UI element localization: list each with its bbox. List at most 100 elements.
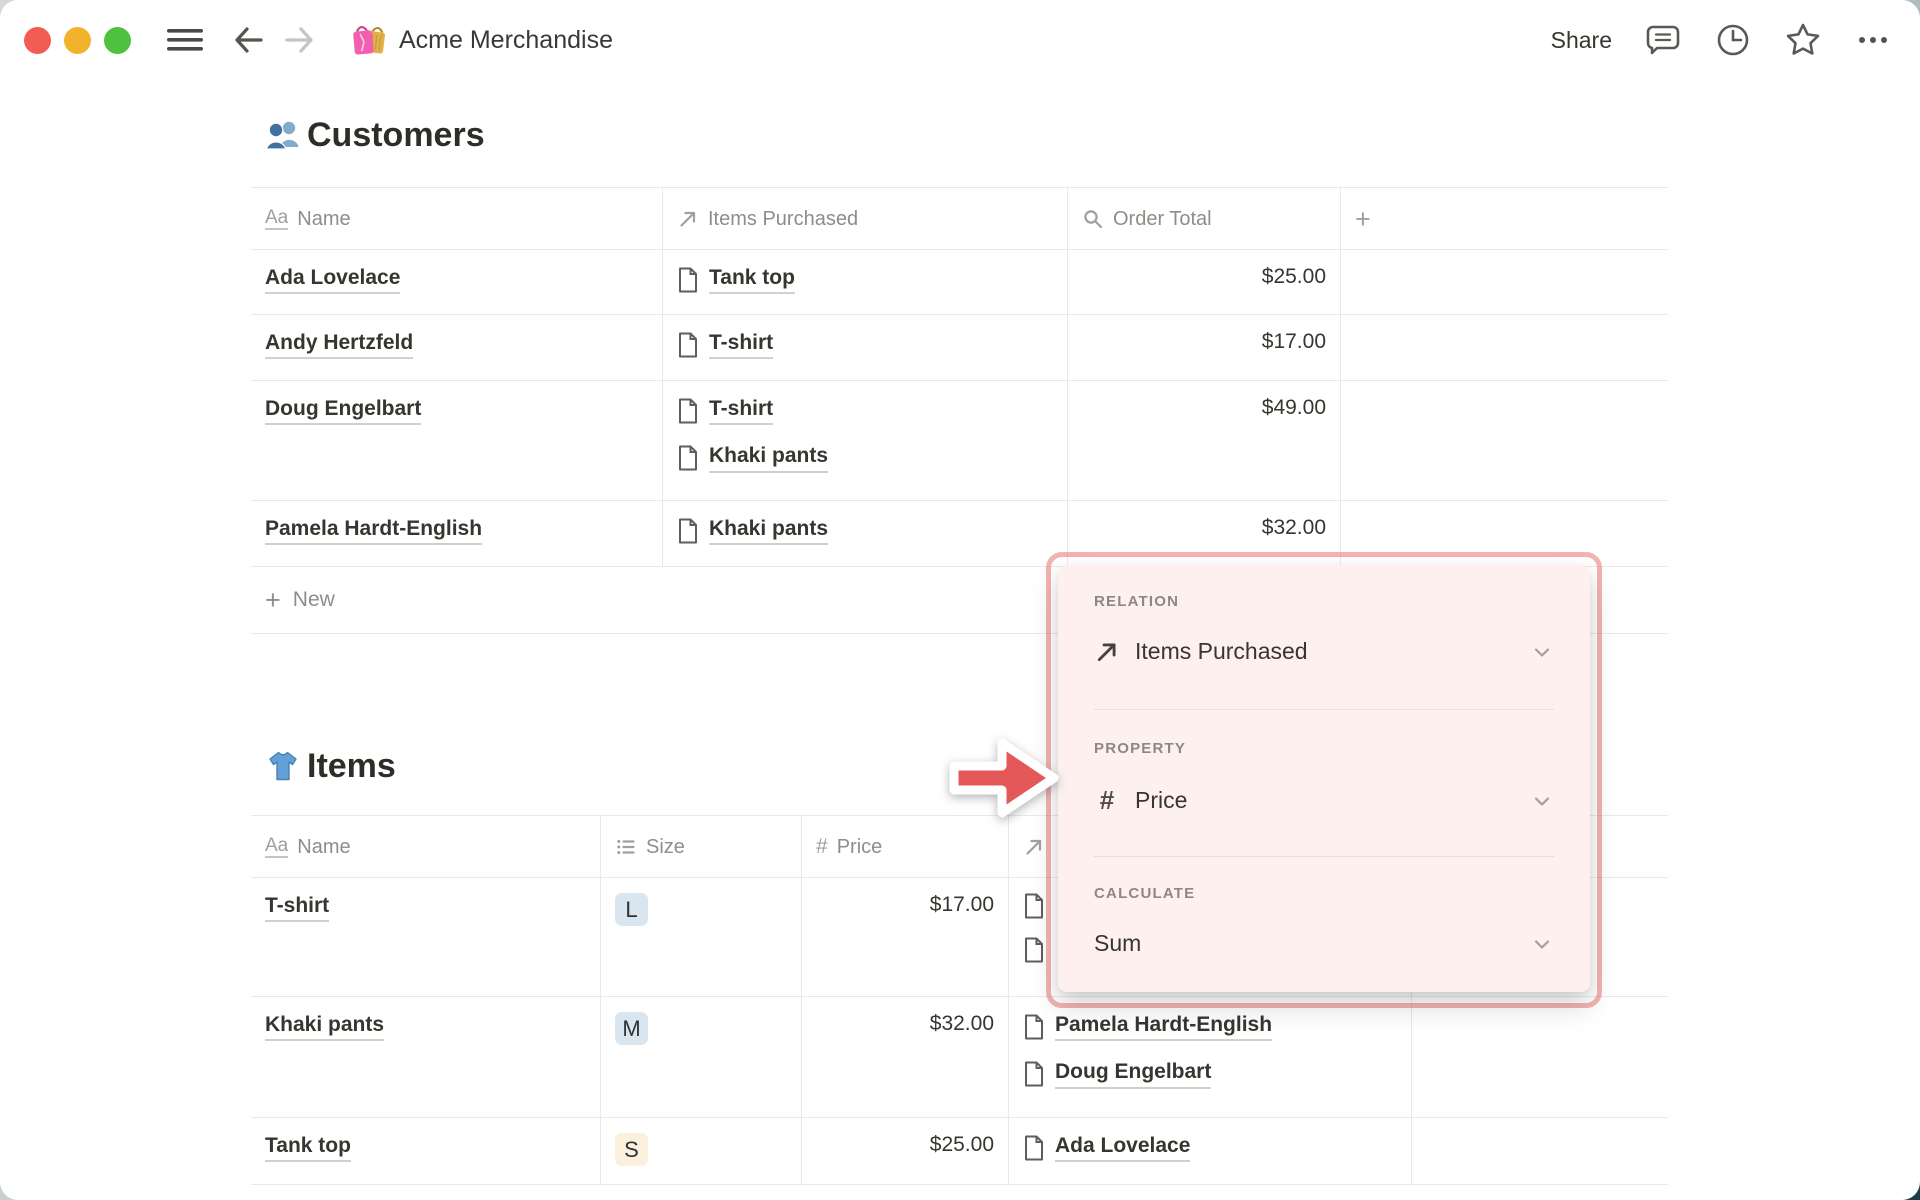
new-row-button[interactable]: + New bbox=[251, 567, 1668, 634]
page-icon bbox=[1025, 1061, 1043, 1087]
item-page-link[interactable]: Khaki pants bbox=[677, 443, 1053, 473]
customer-page-link[interactable]: Pamela Hardt-English bbox=[1023, 1012, 1397, 1042]
number-property-icon: # bbox=[1099, 785, 1115, 815]
relation-section-label: RELATION bbox=[1094, 593, 1180, 610]
relation-section: RELATION Items Purchased bbox=[1094, 565, 1554, 710]
rollup-config-popup: RELATION Items Purchased PROPERTY # Pric… bbox=[1058, 565, 1590, 992]
chevron-down-icon bbox=[1534, 939, 1550, 949]
page-icon bbox=[1025, 937, 1043, 963]
customer-page-link[interactable] bbox=[1023, 937, 1397, 963]
relation-arrow-icon bbox=[680, 211, 696, 227]
property-section: PROPERTY # Price bbox=[1094, 710, 1554, 857]
customer-page-link[interactable] bbox=[1023, 893, 1397, 919]
price-value[interactable]: $32.00 bbox=[802, 997, 1009, 1117]
table-row: Andy Hertzfeld T-shirt $17.00 bbox=[251, 315, 1668, 381]
people-icon bbox=[263, 115, 303, 155]
item-name-link[interactable]: T-shirt bbox=[265, 893, 330, 923]
items-table: Aa Name Size # Price bbox=[251, 815, 1668, 1185]
items-header-row: Aa Name Size # Price bbox=[251, 816, 1668, 878]
column-header-name[interactable]: Aa Name bbox=[251, 188, 663, 250]
history-clock-icon[interactable] bbox=[1714, 21, 1752, 59]
comments-icon[interactable] bbox=[1644, 21, 1682, 59]
item-page-link[interactable]: Tank top bbox=[677, 265, 1053, 295]
close-window-button[interactable] bbox=[24, 26, 51, 54]
window-controls bbox=[24, 26, 131, 54]
relation-arrow-icon bbox=[1097, 642, 1116, 661]
topbar-actions: Share bbox=[1551, 21, 1892, 59]
customer-name-link[interactable]: Doug Engelbart bbox=[265, 396, 422, 426]
item-page-link[interactable]: Khaki pants bbox=[677, 516, 1053, 546]
customer-page-link[interactable]: Doug Engelbart bbox=[1023, 1059, 1397, 1089]
column-header-price[interactable]: # Price bbox=[802, 816, 1009, 878]
calculate-section-label: CALCULATE bbox=[1094, 885, 1196, 902]
table-row: Pamela Hardt-English Khaki pants $32.00 bbox=[251, 501, 1668, 567]
red-callout-arrow bbox=[949, 738, 1059, 818]
item-page-link[interactable]: T-shirt bbox=[677, 330, 1053, 360]
table-row: Ada Lovelace Tank top $25.00 bbox=[251, 250, 1668, 315]
column-header-items-purchased[interactable]: Items Purchased bbox=[663, 188, 1068, 250]
rollup-magnifier-icon bbox=[1084, 210, 1103, 229]
menu-icon[interactable] bbox=[165, 25, 205, 55]
item-name-link[interactable]: Khaki pants bbox=[265, 1012, 385, 1042]
top-bar: Acme Merchandise Share bbox=[0, 0, 1920, 80]
column-header-order-total[interactable]: Order Total bbox=[1068, 188, 1341, 250]
forward-arrow-icon[interactable] bbox=[281, 22, 317, 58]
add-property-button[interactable]: + bbox=[1341, 188, 1668, 250]
share-button[interactable]: Share bbox=[1550, 26, 1612, 53]
favorite-star-icon[interactable] bbox=[1784, 21, 1822, 59]
select-list-icon bbox=[617, 840, 635, 854]
price-value[interactable]: $25.00 bbox=[802, 1118, 1009, 1184]
chevron-down-icon bbox=[1534, 796, 1550, 806]
page-title-topbar[interactable]: Acme Merchandise bbox=[399, 25, 613, 54]
items-section-title: Items bbox=[263, 746, 396, 786]
items-title-text: Items bbox=[307, 746, 396, 785]
tshirt-icon bbox=[263, 746, 303, 786]
customer-name-link[interactable]: Andy Hertzfeld bbox=[265, 330, 414, 360]
item-page-link[interactable]: T-shirt bbox=[677, 396, 1053, 426]
size-tag[interactable]: S bbox=[615, 1133, 648, 1166]
calculate-section: CALCULATE Sum bbox=[1094, 857, 1554, 992]
plus-icon: + bbox=[265, 584, 281, 615]
property-section-label: PROPERTY bbox=[1094, 740, 1187, 757]
size-tag[interactable]: M bbox=[615, 1012, 648, 1045]
customer-page-link[interactable]: Ada Lovelace bbox=[1023, 1133, 1397, 1163]
customers-table: Aa Name Items Purchased Order Total + A bbox=[251, 187, 1668, 634]
page-icon bbox=[1025, 1014, 1043, 1040]
back-arrow-icon[interactable] bbox=[231, 22, 267, 58]
table-row: Khaki pants M $32.00 Pamela Hardt-Englis… bbox=[251, 997, 1668, 1118]
page-icon bbox=[1025, 1135, 1043, 1161]
customers-header-row: Aa Name Items Purchased Order Total + bbox=[251, 188, 1668, 250]
page-icon bbox=[679, 332, 697, 358]
customer-name-link[interactable]: Ada Lovelace bbox=[265, 265, 401, 295]
order-total-value[interactable]: $32.00 bbox=[1068, 501, 1341, 566]
customers-section-title: Customers bbox=[263, 115, 485, 155]
page-icon bbox=[1025, 893, 1043, 919]
page-icon bbox=[679, 518, 697, 544]
minimize-window-button[interactable] bbox=[64, 26, 91, 54]
size-tag[interactable]: L bbox=[615, 893, 648, 926]
zoom-window-button[interactable] bbox=[104, 26, 131, 54]
number-property-icon: # bbox=[816, 835, 828, 858]
price-value[interactable]: $17.00 bbox=[802, 878, 1009, 996]
column-header-size[interactable]: Size bbox=[601, 816, 802, 878]
page-icon bbox=[679, 398, 697, 424]
more-options-icon[interactable] bbox=[1854, 21, 1892, 59]
customers-title-text: Customers bbox=[307, 115, 485, 154]
column-header-name[interactable]: Aa Name bbox=[251, 816, 601, 878]
chevron-down-icon bbox=[1534, 647, 1550, 657]
item-name-link[interactable]: Tank top bbox=[265, 1133, 351, 1163]
property-select[interactable]: # Price bbox=[1094, 785, 1554, 816]
shopping-bags-icon bbox=[349, 19, 389, 61]
page-icon bbox=[679, 267, 697, 293]
customer-name-link[interactable]: Pamela Hardt-English bbox=[265, 516, 483, 546]
order-total-value[interactable]: $49.00 bbox=[1068, 381, 1341, 500]
table-row: Tank top S $25.00 Ada Lovelace bbox=[251, 1118, 1668, 1185]
calculate-select[interactable]: Sum bbox=[1094, 930, 1554, 957]
order-total-value[interactable]: $17.00 bbox=[1068, 315, 1341, 380]
plus-icon: + bbox=[1355, 203, 1371, 234]
text-property-icon: Aa bbox=[265, 835, 289, 858]
order-total-value[interactable]: $25.00 bbox=[1068, 250, 1341, 314]
table-row: Doug Engelbart T-shirt Khaki pants $49.0… bbox=[251, 381, 1668, 501]
relation-select[interactable]: Items Purchased bbox=[1094, 638, 1554, 665]
